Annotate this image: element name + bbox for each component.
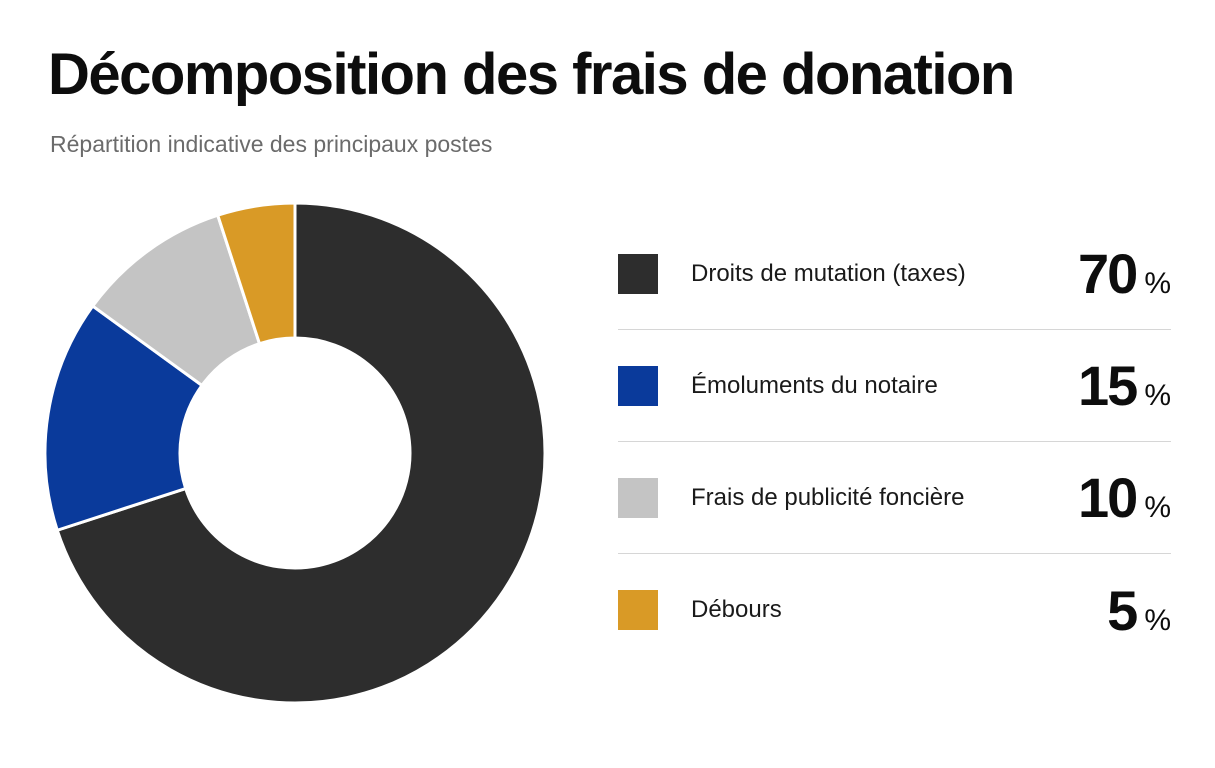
legend-label: Débours <box>691 596 782 623</box>
donut-slice-2 <box>43 304 204 532</box>
legend-value-number: 70 <box>1078 242 1138 305</box>
legend-value-unit: % <box>1144 603 1171 637</box>
legend-label: Droits de mutation (taxes) <box>691 259 966 287</box>
legend-value: 70 % <box>1078 241 1171 306</box>
legend-value-number: 15 <box>1078 354 1138 417</box>
legend-value-number: 10 <box>1078 466 1138 529</box>
legend-swatch <box>618 365 658 406</box>
legend-swatch <box>618 253 658 294</box>
donut-slice-1 <box>55 201 547 705</box>
legend-value: 5 % <box>1107 578 1171 643</box>
legend-item: Émoluments du notaire 15 % <box>618 330 1171 442</box>
legend-item: Débours 5 % <box>618 554 1171 666</box>
legend-label: Émoluments du notaire <box>691 371 938 399</box>
chart-legend: Droits de mutation (taxes) 70 % Émolumen… <box>618 218 1171 666</box>
donut-chart <box>43 201 547 705</box>
donut-slice-4 <box>216 201 297 346</box>
chart-subtitle: Répartition indicative des principaux po… <box>50 131 493 157</box>
chart-title: Décomposition des frais de donation <box>48 42 1015 107</box>
legend-value-number: 5 <box>1107 578 1138 642</box>
legend-swatch <box>618 477 658 518</box>
legend-label: Frais de publicité foncière <box>691 483 965 511</box>
legend-value-unit: % <box>1144 267 1171 300</box>
legend-value-unit: % <box>1144 379 1171 412</box>
legend-item: Droits de mutation (taxes) 70 % <box>618 218 1171 330</box>
legend-item: Frais de publicité foncière 10 % <box>618 442 1171 554</box>
legend-swatch <box>618 590 658 630</box>
legend-value-unit: % <box>1144 491 1171 524</box>
legend-value: 10 % <box>1078 465 1171 530</box>
legend-value: 15 % <box>1078 353 1171 418</box>
